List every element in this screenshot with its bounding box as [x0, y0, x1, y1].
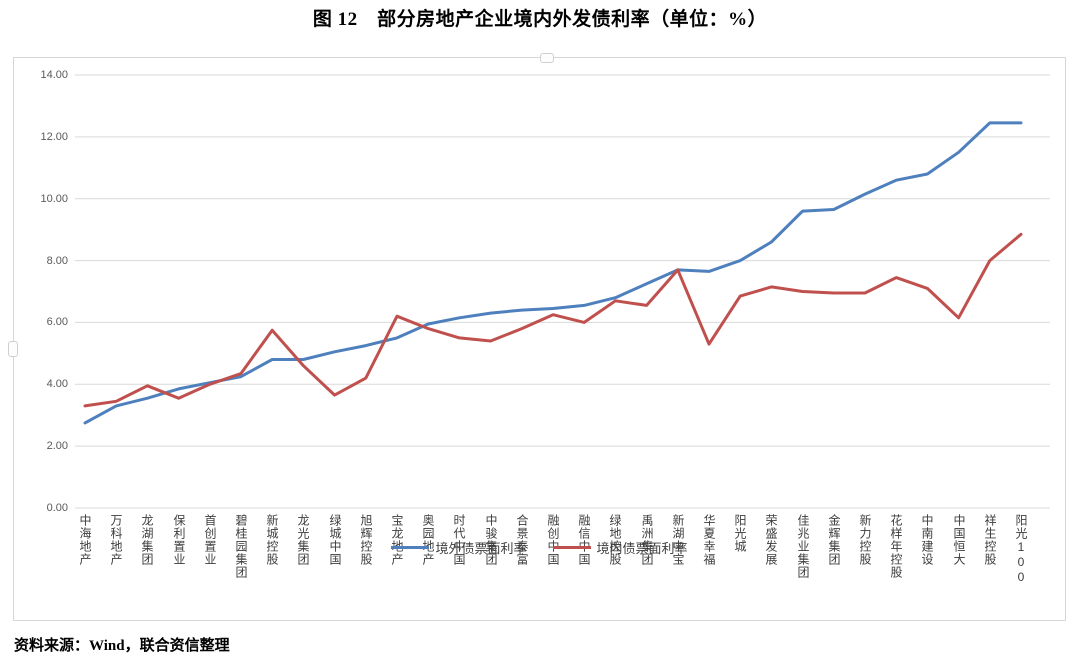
x-axis-label: 禹洲集团 [640, 514, 654, 566]
x-axis-label: 佳兆业集团 [796, 514, 810, 579]
x-axis-label: 融信中国 [577, 514, 591, 566]
offshore-bond-rate-line[interactable] [83, 121, 1023, 425]
y-axis-label: 14.00 [40, 69, 68, 81]
onshore-line-swatch [552, 546, 591, 549]
x-axis-label: 龙光集团 [296, 514, 310, 566]
x-axis-label: 祥生控股 [983, 514, 997, 566]
x-axis-label: 碧桂园集团 [234, 514, 248, 579]
offshore-line-swatch [391, 546, 430, 549]
x-axis-label: 宝龙地产 [390, 514, 404, 566]
x-axis-label: 奥园地产 [421, 514, 435, 566]
y-axis-label: 2.00 [46, 440, 68, 453]
x-axis-label: 花样年控股 [889, 514, 903, 579]
onshore-bond-rate-line[interactable] [83, 232, 1023, 408]
y-axis-label: 10.00 [40, 192, 68, 205]
x-axis-label: 首创置业 [203, 514, 217, 566]
legend-label-offshore: 境外债票面利率 [435, 541, 527, 556]
x-axis-label: 新湖中宝 [671, 514, 685, 566]
source-note: 资料来源：Wind，联合资信整理 [14, 638, 230, 654]
y-axis-label: 0.00 [46, 502, 68, 514]
x-axis-label: 绿城中国 [328, 514, 342, 566]
x-axis-label: 中骏集团 [484, 514, 498, 566]
y-axis-label: 4.00 [46, 378, 68, 391]
x-axis-label: 新城控股 [265, 514, 279, 566]
x-axis-label: 万科地产 [109, 514, 123, 566]
legend-item-offshore[interactable]: 境外债票面利率 [391, 538, 527, 557]
x-axis-label: 中南建设 [920, 514, 934, 566]
x-axis-label: 中国恒大 [952, 514, 966, 566]
x-axis-label: 中海地产 [78, 514, 92, 566]
x-axis-label: 金辉集团 [827, 514, 841, 566]
x-axis-label: 荣盛发展 [764, 514, 778, 566]
x-axis-label: 龙湖集团 [140, 514, 154, 566]
x-axis-label: 合景泰富 [515, 514, 529, 566]
legend-label-onshore: 境内债票面利率 [596, 541, 688, 556]
x-axis-label: 新力控股 [858, 514, 872, 566]
x-axis-label: 华夏幸福 [702, 514, 716, 566]
selection-handle-top[interactable] [540, 53, 554, 63]
x-axis-label: 阳光100 [1014, 514, 1028, 585]
legend: 境外债票面利率 境内债票面利率 [13, 538, 1066, 557]
selection-handle-left[interactable] [8, 341, 18, 357]
x-axis-label: 融创中国 [546, 514, 560, 566]
x-axis-label: 保利置业 [172, 514, 186, 566]
chart-object-frame[interactable] [8, 53, 1066, 621]
x-axis-label: 旭辉控股 [359, 514, 373, 566]
legend-item-onshore[interactable]: 境内债票面利率 [552, 538, 688, 557]
x-axis-label: 时代中国 [452, 514, 466, 566]
y-axis-label: 8.00 [46, 254, 68, 267]
y-axis-label: 6.00 [46, 316, 68, 329]
x-axis-label: 绿地控股 [608, 514, 622, 566]
chart-title: 图 12 部分房地产企业境内外发债利率（单位：%） [312, 9, 768, 30]
x-axis-label: 阳光城 [733, 514, 747, 553]
y-axis-label: 12.00 [40, 130, 68, 143]
